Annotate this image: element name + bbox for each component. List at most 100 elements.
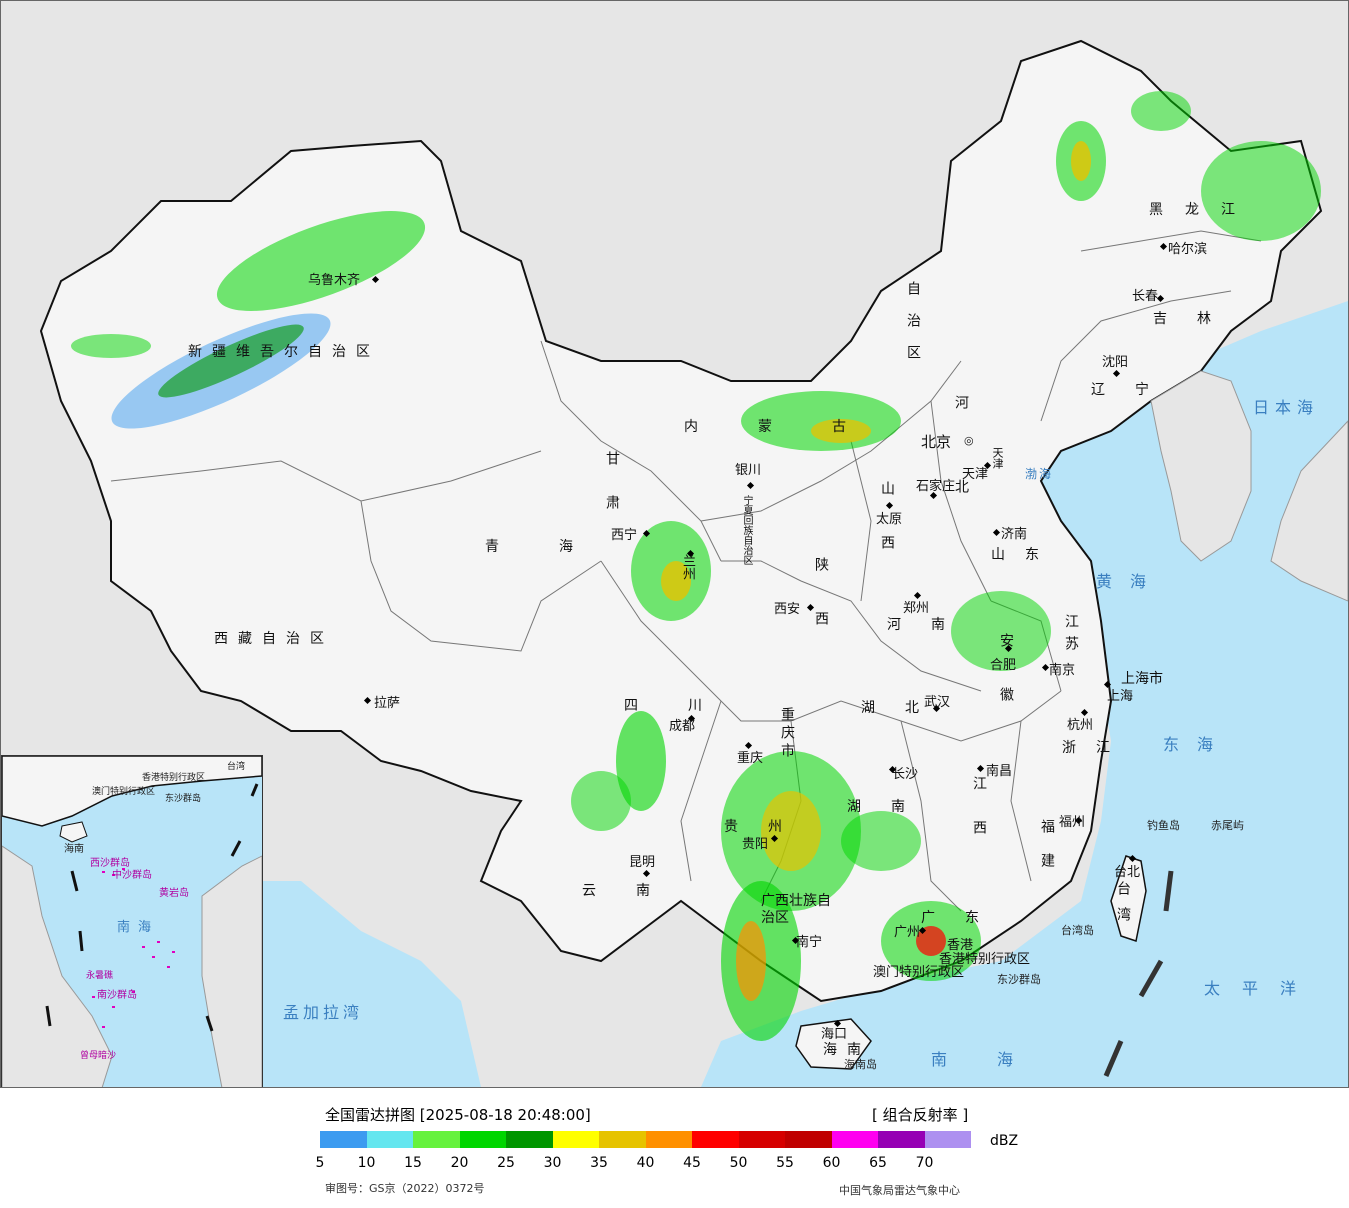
korea-peninsula	[1150, 370, 1252, 562]
province-label-shaanxi: 陕西	[813, 557, 829, 665]
dbz-tick: 25	[497, 1155, 515, 1171]
province-label-yunnan: 云南	[582, 883, 690, 899]
dbz-tick: 20	[450, 1155, 469, 1171]
inset-label-hongkong: 香港特别行政区	[142, 773, 206, 783]
radar-map: 新疆维吾尔自治区 西藏自治区 青海 甘肃 内蒙古 自治区 黑龙江 吉林 辽宁 河…	[0, 0, 1349, 1088]
source-credit: 中国气象局雷达气象中心	[839, 1184, 960, 1197]
island-label-taiwan: 台湾岛	[1061, 924, 1094, 937]
city-label-lanzhou: 兰州	[680, 554, 695, 580]
city-label-changchun: 长春	[1132, 289, 1159, 304]
inset-hainan	[59, 821, 88, 843]
inset-label-taiwan: 台湾	[227, 762, 246, 772]
city-label-chengdu: 成都	[669, 719, 696, 734]
city-label-taiyuan: 太原	[876, 512, 903, 527]
city-label-nanning: 南宁	[796, 935, 823, 950]
legend-title: 全国雷达拼图 [2025-08-18 20:48:00]	[325, 1106, 591, 1124]
dbz-tick: 40	[636, 1155, 655, 1171]
dbz-tick: 55	[776, 1155, 794, 1171]
city-label-zhengzhou: 郑州	[903, 601, 930, 616]
city-label-fuzhou: 福州	[1059, 815, 1086, 830]
maritime-boundary-marks	[1103, 870, 1174, 1077]
sea-label-yellow: 黄海	[1096, 572, 1165, 591]
province-label-hebei: 河北	[953, 395, 969, 563]
province-label-hongkong: 香港特别行政区	[939, 952, 1031, 967]
map-review-number: 审图号：GS京（2022）0372号	[325, 1182, 485, 1195]
city-label-kunming: 昆明	[629, 855, 656, 870]
dbz-swatch	[645, 1131, 692, 1148]
hainan-island	[795, 1018, 872, 1070]
inset-island-clusters	[92, 868, 175, 1028]
dbz-tick: 30	[543, 1155, 562, 1171]
city-label-chongqing: 重庆	[737, 751, 764, 766]
province-label-neimenggu: 内蒙古	[684, 419, 906, 435]
city-label-taipei: 台北	[1114, 865, 1141, 880]
province-label-jiangxi: 江西	[971, 776, 987, 864]
province-label-tianjin: 天津	[991, 447, 1004, 469]
inset-label-hainan: 海南	[64, 844, 84, 855]
product-type-label: [ 组合反射率 ]	[872, 1106, 969, 1124]
city-label-nanjing: 南京	[1049, 663, 1076, 678]
city-label-changsha: 长沙	[892, 767, 919, 782]
province-label-xinjiang: 新疆维吾尔自治区	[188, 344, 380, 360]
province-label-qinghai: 青海	[485, 539, 633, 555]
dbz-tick-labels: 5 10 15 20 25 30 35 40 45 50 55 60 65 70	[305, 1155, 965, 1173]
dbz-tick: 60	[822, 1155, 841, 1171]
province-label-jiangsu: 江苏	[1063, 614, 1079, 658]
province-label-xizang: 西藏自治区	[214, 631, 334, 647]
province-label-heilongjiang: 黑龙江	[1149, 202, 1257, 218]
dbz-swatch	[459, 1131, 506, 1148]
city-label-hongkong: 香港	[947, 938, 974, 953]
dbz-swatch	[785, 1131, 832, 1148]
inset-label-huangyan: 黄岩岛	[159, 888, 189, 899]
province-label-zizhiqu: 自治区	[905, 281, 921, 377]
inset-label-macau: 澳门特别行政区	[92, 787, 156, 797]
province-label-taiwan: 台湾	[1115, 881, 1131, 933]
sea-label-south: 南海	[931, 1050, 1064, 1069]
province-label-hubei: 湖北	[861, 700, 949, 716]
city-label-harbin: 哈尔滨	[1168, 242, 1208, 257]
inset-philippines	[201, 855, 262, 1087]
province-borders	[110, 230, 1262, 912]
city-label-tianjin: 天津	[962, 467, 989, 482]
bay-of-bengal-area	[261, 881, 481, 1087]
japan-islands	[1270, 420, 1348, 602]
city-label-guangzhou: 广州	[894, 925, 921, 940]
dbz-swatch	[924, 1131, 971, 1148]
city-label-jinan: 济南	[1001, 527, 1028, 542]
province-label-fujian: 福建	[1039, 819, 1055, 887]
province-label-shandong: 山东	[991, 547, 1059, 563]
city-label-lhasa: 拉萨	[374, 696, 401, 711]
map-canvas	[39, 39, 1348, 1087]
province-label-hunan: 湖南	[847, 799, 935, 815]
province-label-sichuan: 四川	[624, 698, 752, 714]
island-label-diaoyu: 钓鱼岛	[1147, 819, 1180, 832]
sea-label-bengal: 孟加拉湾	[283, 1003, 364, 1022]
sea-label-japan: 日本海	[1253, 398, 1320, 417]
dbz-swatch	[506, 1131, 553, 1148]
inset-label-south-sea: 南海	[117, 920, 160, 935]
south-china-sea-inset: 海南 南海 西沙群岛 中沙群岛 南沙群岛 黄岩岛 永暑礁 曾母暗沙 东沙群岛 台…	[1, 755, 263, 1087]
city-label-shanghai: 上海	[1107, 689, 1134, 704]
dbz-swatch	[552, 1131, 599, 1148]
province-label-anhui: 安徽	[998, 633, 1014, 741]
dbz-tick: 10	[357, 1155, 376, 1171]
inset-label-xisha: 西沙群岛	[90, 858, 130, 869]
city-label-urumqi: 乌鲁木齐	[308, 273, 361, 288]
island-label-chiwei: 赤尾屿	[1211, 819, 1244, 832]
city-label-xian: 西安	[774, 602, 801, 617]
province-label-shanghai: 上海市	[1121, 671, 1163, 687]
province-label-guangdong: 广东	[921, 910, 1009, 926]
province-label-guangxi: 广西壮族自治区	[761, 893, 831, 926]
dbz-tick: 50	[729, 1155, 748, 1171]
city-label-guiyang: 贵阳	[742, 837, 769, 852]
sea-label-east: 东海	[1163, 735, 1232, 754]
inset-mainland	[2, 756, 262, 827]
unit-label: dBZ	[990, 1133, 1019, 1149]
province-label-zhejiang: 浙江	[1062, 740, 1130, 756]
province-label-shanxi: 山西	[879, 481, 895, 589]
dbz-tick: 45	[683, 1155, 701, 1171]
inset-label-nansha: 南沙群岛	[97, 990, 137, 1001]
province-label-ningxia: 宁夏回族自治区	[741, 495, 752, 565]
province-label-hainan: 海南	[823, 1042, 871, 1058]
dbz-swatch	[738, 1131, 785, 1148]
